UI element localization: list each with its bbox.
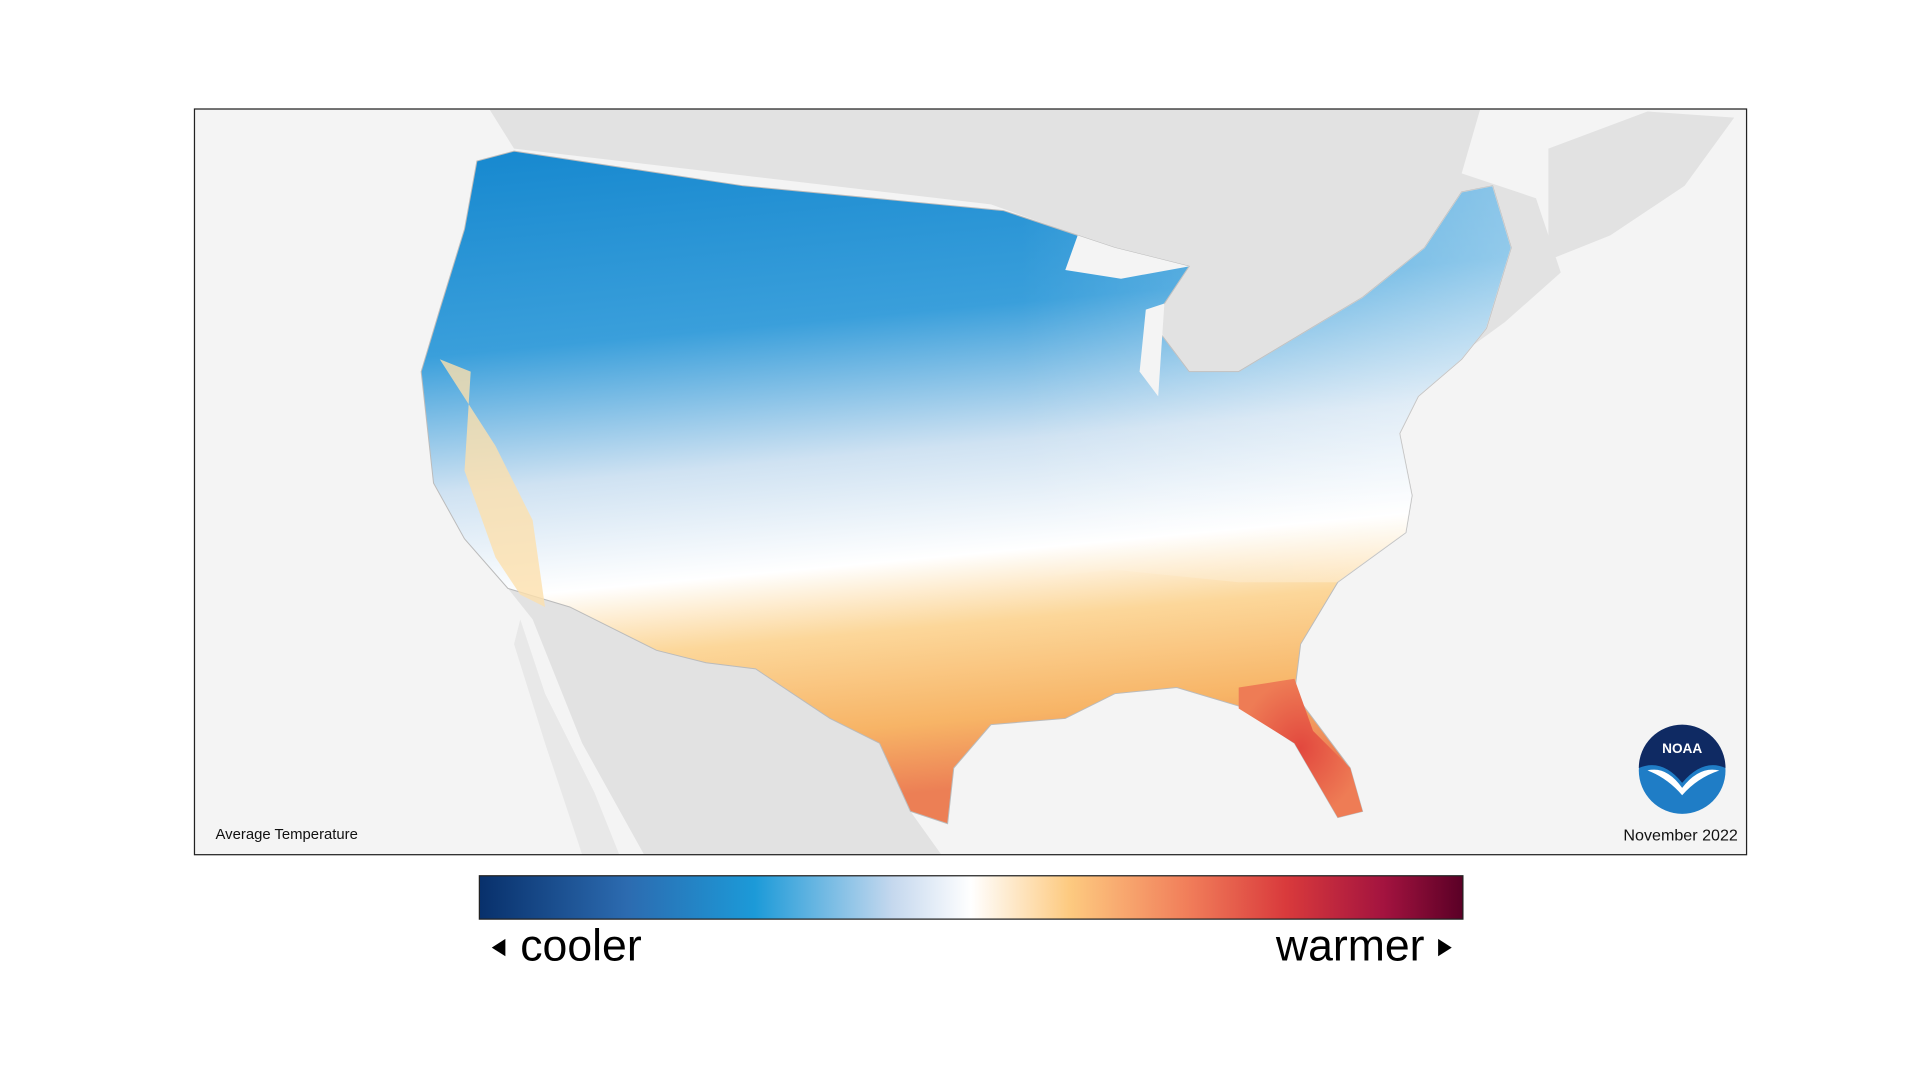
map-title: Average Temperature	[216, 827, 358, 843]
map-frame	[193, 108, 1748, 856]
map-layer: Average Temperature November 2022 NOAA c…	[193, 108, 1748, 971]
mexico-land	[507, 588, 942, 855]
lake-michigan	[1139, 303, 1165, 397]
noaa-logo: NOAA	[1638, 724, 1726, 814]
map-date: November 2022	[1623, 826, 1738, 844]
color-scale	[478, 875, 1464, 920]
baja-land	[514, 619, 620, 855]
logo-text: NOAA	[1662, 741, 1702, 756]
cooler-arrow	[491, 938, 506, 957]
logo-bird	[1647, 769, 1720, 796]
legend-high-label: warmer	[1275, 922, 1425, 971]
northeast-shading	[421, 151, 1512, 583]
canada-land	[458, 109, 1561, 409]
canada-east-land	[1548, 111, 1735, 261]
legend-low-label: cooler	[520, 922, 642, 971]
california-warm-area	[439, 359, 546, 607]
lake-superior	[1065, 235, 1190, 279]
logo-top	[1638, 724, 1726, 783]
florida-warm-area	[1238, 678, 1363, 818]
warmer-arrow	[1438, 938, 1452, 957]
